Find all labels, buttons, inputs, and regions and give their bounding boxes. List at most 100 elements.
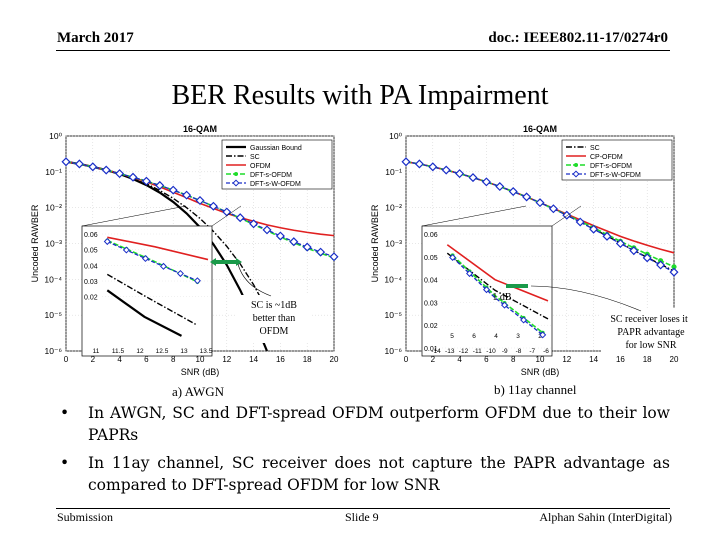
channel-11ay-chart: 0 2 4 6 8 10 12 14 16 18 20 10⁰ 10⁻¹ 10⁻² 10⁻³ 10⁻⁴ 10⁻⁵… [370, 124, 688, 377]
data-point [101, 165, 111, 175]
legend-box [561, 139, 673, 181]
inset-series-line [452, 256, 544, 336]
footer-author: Alphan Sahin (InterDigital) [539, 510, 672, 524]
gap-arrow [214, 260, 238, 264]
data-point [508, 187, 518, 197]
inset-y-tick: 0.05 [84, 248, 98, 255]
x-tick-label: 16 [616, 355, 625, 364]
footer-slide-number: Slide 9 [345, 510, 379, 524]
inset-y-tick: 0.03 [424, 300, 438, 307]
annotation-bg [601, 308, 688, 354]
inset-x-tick: -8 [516, 348, 522, 355]
y-tick-label: 10⁻¹ [385, 167, 402, 177]
data-point [275, 231, 285, 241]
inset-x-tick: -10 [486, 348, 496, 355]
legend-label: Gaussian Bound [250, 145, 302, 152]
annotation-line: SC receiver loses its [610, 314, 688, 325]
data-point [575, 217, 585, 227]
header-doc-id: doc.: IEEE802.11-17/0274r0 [488, 30, 668, 46]
data-point [401, 157, 411, 167]
legend-label: DFT-s-OFDM [250, 172, 292, 179]
inset-x-tick: 13.5 [200, 348, 213, 355]
data-point [249, 219, 259, 229]
y-tick-label: 10⁻⁶ [385, 346, 402, 356]
inset-data-point [103, 238, 111, 246]
data-point [329, 252, 339, 262]
data-point [155, 180, 165, 190]
data-point [316, 247, 326, 257]
inset-data-point [482, 286, 491, 294]
inset-y-tick: 0.06 [84, 232, 98, 239]
y-tick-label: 10⁻³ [45, 239, 62, 249]
y-tick-label: 10⁻⁵ [385, 310, 402, 320]
bullet-icon: • [60, 454, 70, 472]
data-point [548, 204, 558, 214]
legend-label: DFT-s-W-OFDM [250, 181, 301, 188]
legend-label: DFT-s-OFDM [590, 163, 632, 170]
y-tick-label: 10⁻² [45, 203, 62, 213]
x-tick-label: 2 [431, 355, 436, 364]
bullet-text-11ay: In 11ay channel, SC receiver does not ca… [88, 454, 670, 494]
data-point [235, 213, 245, 223]
inset-y-tick: 0.04 [424, 278, 438, 285]
data-point [468, 173, 478, 183]
bullet-list: • In AWGN, SC and DFT-spread OFDM outperf… [60, 402, 670, 502]
legend-marker [574, 163, 578, 167]
bullet-item: • In AWGN, SC and DFT-spread OFDM outperf… [60, 402, 670, 446]
data-point [481, 177, 491, 187]
x-tick-label: 8 [511, 355, 516, 364]
inset-x-tick: 13 [180, 348, 188, 355]
inset-x-tick: 12 [136, 348, 144, 355]
inset-y-tick: 0.02 [84, 295, 98, 302]
legend-marker [572, 170, 580, 178]
awgn-chart: 0 2 4 6 8 10 12 14 16 18 20 10⁰ 10⁻¹ 10⁻² 10⁻³ 10⁻⁴ 10⁻⁵… [30, 124, 339, 377]
data-point [642, 253, 652, 263]
caption-11ay: b) 11ay channel [494, 382, 577, 397]
x-tick-label: 0 [64, 355, 69, 364]
data-point [441, 165, 451, 175]
x-tick-label: 0 [404, 355, 409, 364]
annotation-1db: 1 dB [492, 292, 512, 303]
y-tick-label: 10⁻² [385, 203, 402, 213]
chart-title: 16-QAM [523, 124, 557, 134]
data-point [74, 159, 84, 169]
data-point [115, 169, 125, 179]
chart-title: 16-QAM [183, 124, 217, 134]
inset-x-tick: 12.5 [156, 348, 169, 355]
inset-data-point [520, 316, 528, 324]
y-tick-label: 10⁻⁵ [45, 310, 62, 320]
inset-series-line [446, 244, 549, 302]
data-point [289, 237, 299, 247]
y-tick-label: 10⁻⁶ [45, 346, 62, 356]
annotation-leader [237, 263, 272, 297]
inset-x-tick: 11 [93, 348, 100, 355]
bullet-item: • In 11ay channel, SC receiver does not c… [60, 452, 670, 496]
annotation-line: PAPR advantage [617, 327, 685, 338]
legend-label: SC [590, 145, 600, 152]
inset-series-line [106, 239, 198, 283]
annotation-line: better than [253, 313, 295, 324]
inset-x-tick: -14 [431, 348, 441, 355]
x-axis-label: SNR (dB) [521, 367, 560, 377]
inset-series-line [106, 273, 198, 326]
inset-frame [81, 225, 213, 357]
legend-label: OFDM [250, 163, 271, 170]
x-axis-label: SNR (dB) [181, 367, 220, 377]
header-rule [56, 50, 670, 51]
gap-arrow [506, 284, 528, 288]
data-point [182, 190, 192, 200]
x-tick-label: 10 [536, 355, 545, 364]
data-point [262, 225, 272, 235]
x-tick-label: 12 [222, 355, 231, 364]
data-point [455, 169, 465, 179]
footer-submission: Submission [57, 510, 114, 524]
y-tick-label: 10⁰ [389, 131, 402, 141]
x-tick-label: 4 [457, 355, 462, 364]
data-point [428, 162, 438, 172]
inset-x-tick: -7 [529, 348, 535, 355]
data-point [88, 162, 98, 172]
data-point [669, 267, 679, 277]
inset-x-tick: -6 [543, 348, 549, 355]
legend-marker [232, 179, 240, 187]
inset-y-tick: 0.06 [424, 232, 438, 239]
